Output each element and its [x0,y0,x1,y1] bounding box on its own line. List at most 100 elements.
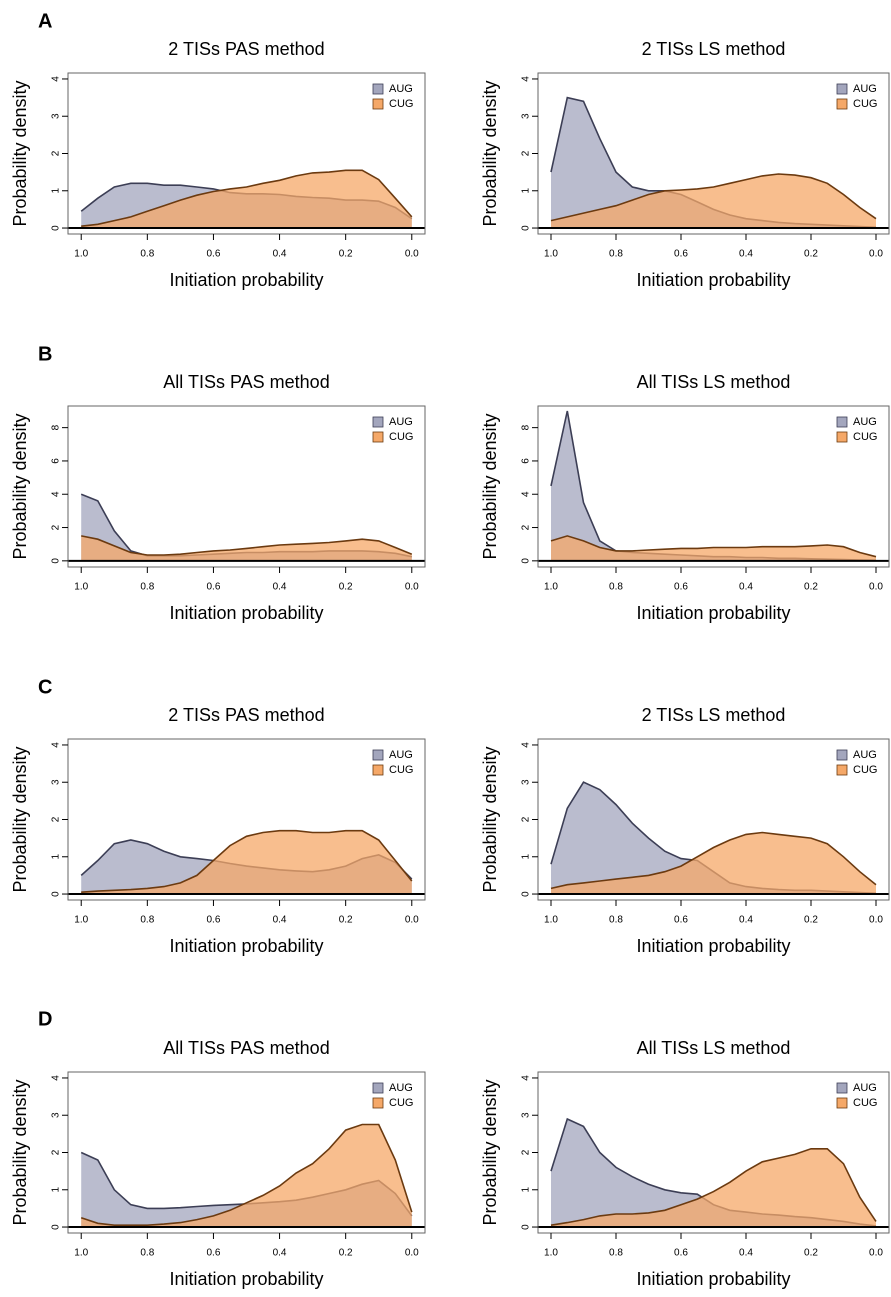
y-tick-label: 4 [521,1075,532,1081]
chart-title: All TISs PAS method [163,372,329,392]
density-line [81,829,413,893]
chart-title: 2 TISs PAS method [168,39,324,59]
y-tick-label: 4 [521,76,532,82]
legend-swatch [372,83,384,95]
area-fill [81,830,412,895]
y-tick-label: 0 [51,225,62,231]
x-tick-label: 0.8 [609,915,623,926]
x-tick-label: 0.6 [674,582,688,593]
legend-label: CUG [853,1097,877,1109]
plot-box [67,405,426,568]
x-axis-label: Initiation probability [636,603,790,623]
legend-label: CUG [389,431,413,443]
legend-label: CUG [389,1097,413,1109]
y-tick-label: 0 [51,891,62,897]
x-axis-label: Initiation probability [169,270,323,290]
legend-label: AUG [389,749,413,761]
area-fill [551,174,876,229]
y-axis-label: Probability density [10,1079,30,1225]
y-tick-label: 6 [521,458,532,464]
x-tick-label: 0.8 [609,582,623,593]
y-tick-label: 3 [51,113,62,119]
x-axis-label: Initiation probability [169,936,323,956]
legend-swatch [836,416,848,428]
panel-label: D [38,1008,52,1030]
x-tick-label: 0.8 [140,1248,154,1259]
x-tick-label: 0.6 [206,1248,220,1259]
density-line [81,169,413,227]
density-line [550,1148,877,1226]
area-fill [551,411,876,561]
y-tick-label: 2 [51,150,62,156]
x-tick-label: 0.8 [140,249,154,260]
chart-title: 2 TISs LS method [642,39,786,59]
y-tick-label: 6 [51,458,62,464]
x-tick-label: 0.0 [869,249,883,260]
legend-label: CUG [389,764,413,776]
legend-label: CUG [853,98,877,110]
x-tick-label: 0.4 [273,582,287,593]
y-tick-label: 3 [521,1112,532,1118]
chart-title: All TISs PAS method [163,1038,329,1058]
legend-swatch [372,98,384,110]
x-tick-label: 0.2 [339,915,353,926]
legend-swatch [836,83,848,95]
y-tick-label: 4 [51,1075,62,1081]
y-tick-label: 3 [51,779,62,785]
x-tick-label: 0.6 [674,1248,688,1259]
y-tick-label: 2 [521,524,532,530]
y-axis-label: Probability density [480,80,500,226]
y-axis-label: Probability density [480,1079,500,1225]
legend-swatch [836,1097,848,1109]
y-tick-label: 2 [521,816,532,822]
x-tick-label: 1.0 [74,249,88,260]
legend-label: AUG [389,1082,413,1094]
density-line [550,410,877,562]
x-tick-label: 0.8 [609,249,623,260]
x-tick-label: 1.0 [544,915,558,926]
x-tick-label: 0.4 [273,915,287,926]
x-tick-label: 0.6 [206,915,220,926]
x-tick-label: 0.2 [804,915,818,926]
y-tick-label: 2 [51,524,62,530]
y-tick-label: 1 [51,854,62,860]
x-tick-label: 0.2 [804,582,818,593]
x-tick-label: 0.0 [405,1248,419,1259]
x-tick-label: 0.4 [273,1248,287,1259]
y-tick-label: 1 [521,854,532,860]
chart-title: 2 TISs PAS method [168,705,324,725]
chart-title: 2 TISs LS method [642,705,786,725]
y-tick-label: 4 [51,76,62,82]
x-axis-label: Initiation probability [169,603,323,623]
panel-label: A [38,10,52,32]
density-line [81,535,413,556]
legend-swatch [836,764,848,776]
x-tick-label: 0.4 [739,915,753,926]
x-tick-label: 0.0 [405,582,419,593]
y-tick-label: 2 [51,816,62,822]
y-tick-label: 8 [521,424,532,430]
x-tick-label: 0.8 [609,1248,623,1259]
x-tick-label: 0.2 [804,249,818,260]
x-tick-label: 0.2 [339,582,353,593]
y-tick-label: 0 [51,1224,62,1230]
x-tick-label: 1.0 [544,582,558,593]
y-tick-label: 4 [521,742,532,748]
legend-swatch [372,1097,384,1109]
x-tick-label: 0.6 [206,582,220,593]
x-tick-label: 0.6 [674,249,688,260]
area-fill [81,535,412,561]
x-tick-label: 0.0 [405,915,419,926]
legend-swatch [372,1082,384,1094]
legend-swatch [836,431,848,443]
y-tick-label: 3 [521,113,532,119]
legend-swatch [372,764,384,776]
legend-label: AUG [853,1082,877,1094]
area-fill [551,1148,876,1228]
x-tick-label: 1.0 [74,1248,88,1259]
x-axis-label: Initiation probability [636,270,790,290]
y-tick-label: 1 [521,188,532,194]
y-tick-label: 4 [51,491,62,497]
density-line [550,173,877,222]
